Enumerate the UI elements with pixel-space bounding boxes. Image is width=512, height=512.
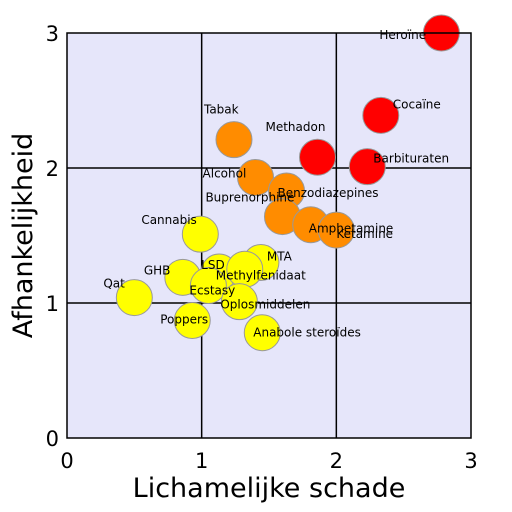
label-amphetamine: Amphetamine	[309, 222, 394, 236]
label-alcohol: Alcohol	[203, 166, 247, 180]
label-anabole-steroides: Anabole steroïdes	[253, 326, 361, 340]
label-benzodiazepines: Benzodiazepines	[278, 186, 379, 200]
label-buprenorphine: Buprenorphine	[205, 191, 294, 205]
bubble-tabak	[215, 121, 253, 159]
label-tabak: Tabak	[203, 103, 239, 117]
label-barbituraten: Barbituraten	[373, 152, 449, 166]
label-cannabis: Cannabis	[141, 213, 197, 227]
tick-labels: 0 1 2 3 0 1 2 3	[46, 22, 478, 473]
x-tick-label: 0	[60, 449, 73, 473]
bubble-cannabis	[181, 215, 219, 253]
y-axis-title: Afhankelijkheid	[8, 133, 39, 339]
label-ghb: GHB	[144, 263, 171, 277]
x-axis-title: Lichamelijke schade	[133, 473, 406, 504]
bubble-methadon	[298, 138, 336, 176]
label-cocaine: Cocaïne	[393, 97, 441, 111]
bubble-anabole-steroides	[243, 314, 281, 352]
label-methadon: Methadon	[265, 120, 325, 134]
label-lsd: LSD	[201, 258, 225, 272]
bubble-qat	[115, 279, 153, 317]
y-tick-label: 2	[46, 157, 59, 181]
bubble-barbituraten	[348, 148, 386, 186]
label-poppers: Poppers	[160, 313, 208, 327]
bubble-cocaine	[362, 96, 400, 134]
x-tick-label: 3	[464, 449, 477, 473]
bubble-ecstasy	[189, 266, 227, 304]
label-heroine: Heroïne	[379, 28, 426, 42]
y-tick-label: 3	[46, 22, 59, 46]
plot-area	[67, 33, 471, 438]
bubble-ketamine	[317, 211, 355, 249]
x-tick-label: 1	[195, 449, 208, 473]
data-points: Heroïne Cocaïne Barbituraten Methadon Tabak A…	[103, 14, 460, 352]
label-ketamine: Ketamine	[336, 227, 393, 241]
label-methylfenidaat: Methylfenidaat	[216, 268, 306, 282]
bubble-alcohol	[237, 158, 275, 196]
bubble-oplosmiddelen	[220, 283, 258, 321]
bubble-poppers	[173, 302, 211, 340]
y-tick-label: 0	[46, 427, 59, 451]
label-qat: Qat	[103, 277, 125, 291]
plot-frame	[66, 32, 472, 439]
label-ecstasy: Ecstasy	[189, 283, 235, 297]
x-tick-label: 2	[330, 449, 343, 473]
label-oplosmiddelen: Oplosmiddelen	[220, 298, 310, 312]
y-tick-label: 1	[46, 292, 59, 316]
label-mta: MTA	[267, 250, 293, 264]
